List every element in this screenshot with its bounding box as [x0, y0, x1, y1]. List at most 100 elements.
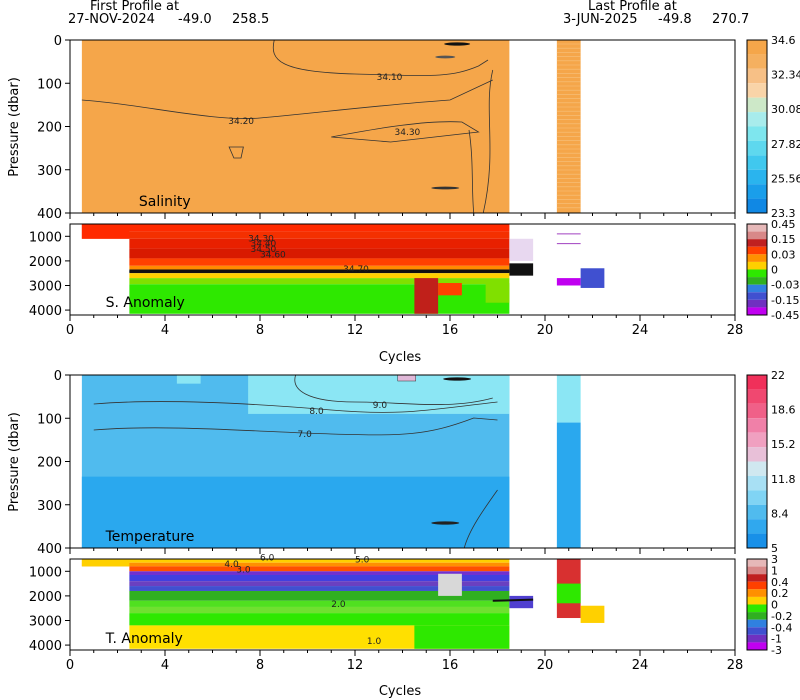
sanom-colorbar-swatch	[747, 224, 767, 232]
sanom-block	[438, 283, 462, 296]
salinity-colorbar-swatch	[747, 155, 767, 170]
first-profile-label: First Profile at	[90, 0, 179, 14]
axis-labels: Pressure (dbar) Pressure (dbar) Cycles Cycl…	[7, 77, 421, 699]
tanom-band	[129, 571, 510, 575]
sanom-colorbar-swatch	[747, 246, 767, 255]
salinity-colorbar-label: 25.56	[771, 172, 800, 185]
temp-warm-patch	[397, 374, 416, 382]
y-tick-label: 200	[37, 121, 62, 136]
temp-colorbar-label: 11.8	[771, 473, 796, 486]
tanom-green-patch	[414, 625, 510, 649]
y-tick-label: 300	[37, 164, 62, 179]
x-axis-label-top: Cycles	[379, 350, 422, 365]
sanom-band	[81, 231, 510, 239]
y-tick-label: 3000	[29, 614, 62, 629]
temp-colorbar-swatch	[747, 504, 767, 520]
y-tick-label: 0	[54, 34, 62, 49]
sanom-blue	[580, 268, 605, 288]
x-tick-label: 12	[347, 323, 364, 338]
tanom-colorbar-label: -3	[771, 644, 782, 657]
temp-colorbar-label: 5	[771, 542, 778, 555]
contour-blob	[228, 146, 244, 159]
tanom-last-green	[556, 583, 581, 604]
temp-warm-2	[176, 375, 201, 384]
y-tick-label: 1000	[29, 230, 62, 245]
tanom-colorbar-swatch	[747, 574, 767, 582]
contour-label-3410: 34.10	[377, 73, 403, 83]
sanom-colorbar-label: 0.45	[771, 218, 796, 231]
contour-3420	[81, 79, 493, 119]
sanom-colorbar-swatch	[747, 277, 767, 285]
contour-spike-top	[444, 42, 471, 46]
x-tick-label: 4	[161, 323, 169, 338]
sanom-colorbar-swatch	[747, 292, 767, 300]
tanom-colorbar-label: -1	[771, 633, 782, 646]
y-tick-label: 2000	[29, 590, 62, 605]
temp-colorbar-swatch	[747, 461, 767, 476]
contour-spike-2	[435, 55, 456, 59]
contour-label-8: 8.0	[309, 407, 324, 417]
contour-label-9: 9.0	[373, 401, 388, 411]
salinity-colorbar-label: 34.6	[771, 34, 796, 47]
sanom-block-2	[485, 283, 510, 303]
contour-spike-bottom	[431, 186, 460, 190]
salinity-colorbar-swatch	[747, 112, 767, 127]
sanom-colorbar-swatch	[747, 231, 767, 240]
x-axis-label-bottom: Cycles	[379, 684, 422, 699]
y-tick-label: 100	[37, 412, 62, 427]
salinity-panel: 34.10 34.20 34.30 Salinity 0 100 200 300 400	[37, 34, 736, 222]
y-axis-label-bottom: Pressure (dbar)	[7, 412, 22, 512]
contour-label: 3.0	[236, 566, 251, 576]
salinity-colorbar-swatch	[747, 83, 767, 98]
tanom-colorbar-swatch	[747, 634, 767, 643]
panel-title-tanomaly: T. Anomaly	[105, 631, 183, 647]
sanom-band	[81, 224, 510, 232]
tanom-colorbar-swatch	[747, 604, 767, 613]
x-tick-label: 20	[537, 323, 554, 338]
temp-colorbar-frame	[746, 374, 768, 549]
temp-warm	[248, 375, 510, 414]
x-tick-label: 28	[727, 323, 744, 338]
salinity-colorbar-swatch	[747, 140, 767, 156]
sanom-colorbar-label: -0.45	[771, 309, 799, 322]
contour-3410	[272, 39, 489, 76]
tanom-colorbar-swatch	[747, 619, 767, 628]
temperature-anomaly-panel: 6.0 5.04.03.02.01.0T. Anomaly100020003000…	[29, 554, 743, 673]
tanom-colorbar-swatch	[747, 559, 767, 567]
last-profile-label: Last Profile at	[588, 0, 677, 14]
temp-colorbar-swatch	[747, 418, 767, 433]
contour-label: 34.60	[260, 250, 286, 260]
salinity-colorbar-swatch	[747, 40, 767, 55]
temp-colorbar-swatch	[747, 389, 767, 404]
temp-colorbar-label: 15.2	[771, 438, 796, 451]
temp-last-top	[556, 375, 581, 423]
y-axis-label-top: Pressure (dbar)	[7, 77, 22, 177]
sanom-band	[129, 273, 510, 279]
tanom-colorbar-swatch	[747, 642, 767, 650]
salinity-colorbar-label: 30.08	[771, 103, 800, 116]
contour-label: 34.40	[251, 240, 277, 250]
temp-colorbar-swatch	[747, 519, 767, 534]
contour-7	[93, 417, 498, 436]
sanom-colorbar-label: -0.15	[771, 294, 799, 307]
salinity-colorbar-swatch	[747, 169, 767, 185]
salinity-colorbar-label: 27.82	[771, 138, 800, 151]
contour-9	[294, 374, 493, 406]
tanom-contour	[492, 598, 534, 602]
y-tick-label: 100	[37, 77, 62, 92]
temp-colorbar-swatch	[747, 432, 767, 448]
tanom-colorbar-frame	[746, 558, 768, 651]
sanom-band	[129, 248, 510, 259]
temp-colorbar-swatch	[747, 533, 767, 548]
panel-title-temperature: Temperature	[105, 529, 195, 545]
panel-title-salinity: Salinity	[139, 194, 191, 210]
tanom-gray	[438, 573, 462, 596]
sanom-band	[129, 238, 510, 249]
temp-colorbar-label: 8.4	[771, 507, 789, 520]
salinity-colorbar-label: 23.3	[771, 207, 796, 220]
salinity-colorbar-swatch	[747, 184, 767, 199]
salinity-colorbar-swatch	[747, 54, 767, 69]
tanom-colorbar-label: 0	[771, 599, 778, 612]
y-tick-label: 4000	[29, 304, 62, 319]
